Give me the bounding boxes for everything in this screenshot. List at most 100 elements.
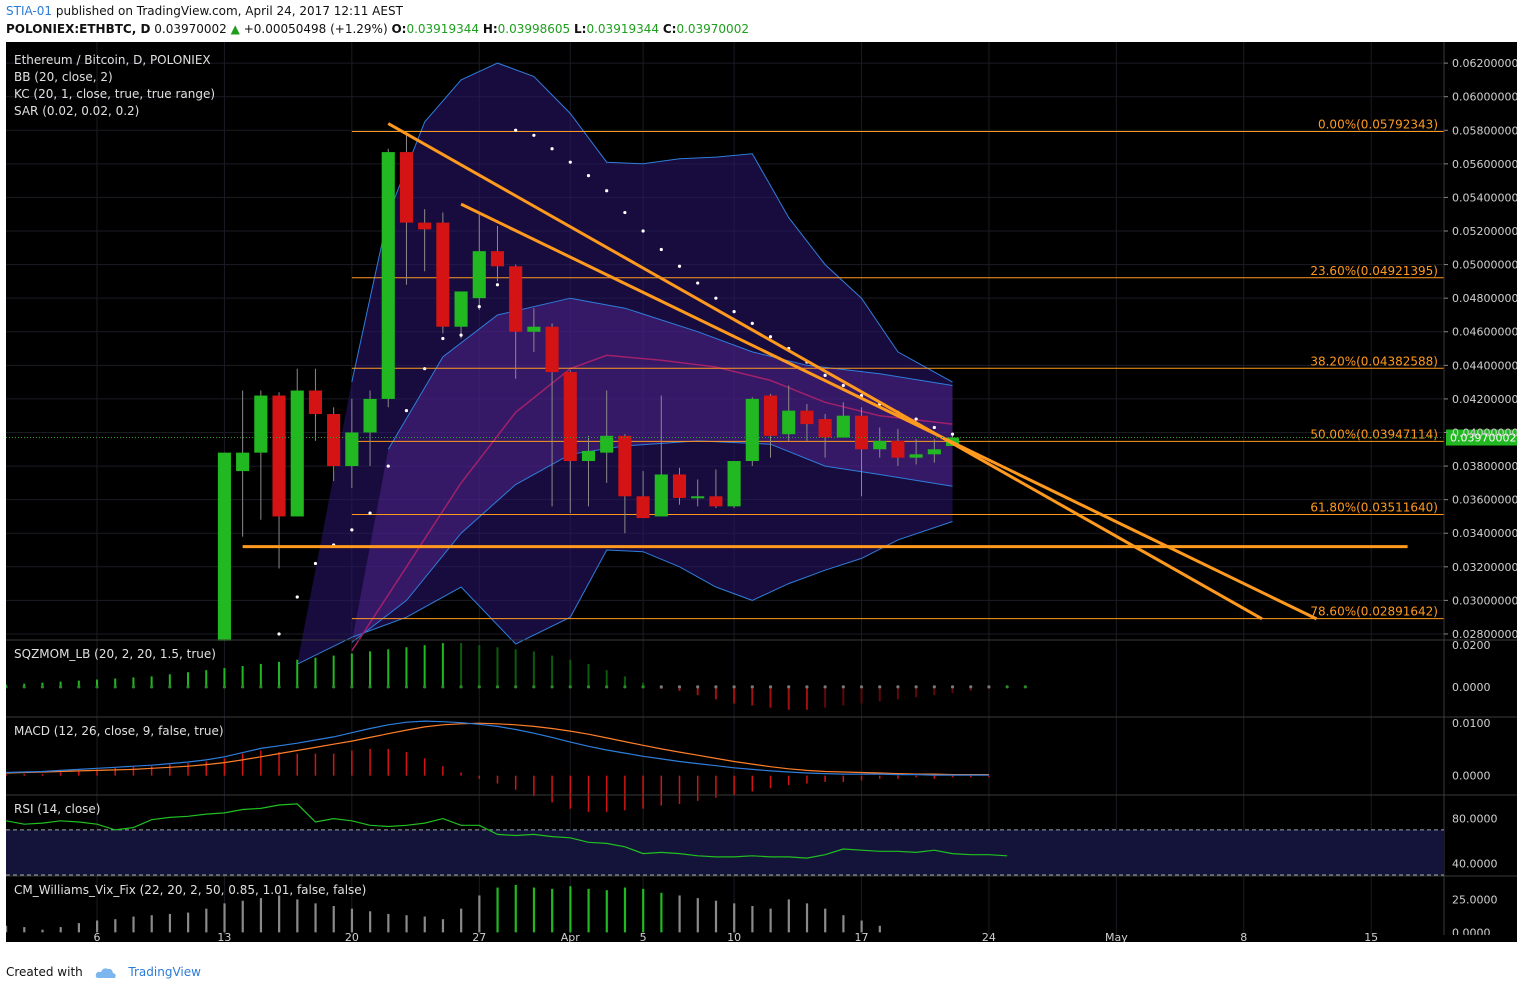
macd-histogram-bar bbox=[423, 758, 426, 776]
squeeze-dot bbox=[859, 685, 864, 689]
macd-histogram-bar bbox=[551, 775, 553, 803]
squeeze-dot bbox=[841, 685, 845, 689]
macd-histogram-bar bbox=[824, 775, 826, 782]
candle-body bbox=[254, 395, 268, 453]
vix-fix-bar bbox=[23, 927, 26, 933]
price-chart-svg[interactable]: 0.00%(0.05792343) 23.60%(0.04921395) 38.20… bbox=[6, 42, 1517, 942]
vix-fix-bar bbox=[387, 913, 390, 933]
pane-y-tick-label: 25.0000 bbox=[1452, 893, 1498, 906]
squeeze-dot bbox=[241, 685, 245, 689]
keltner-channel-fill bbox=[351, 298, 953, 643]
vix-fix-bar bbox=[350, 908, 354, 933]
sar-dot bbox=[313, 561, 318, 566]
trendline bbox=[460, 202, 1318, 621]
pane-title: CM_Williams_Vix_Fix (22, 20, 2, 50, 0.85… bbox=[14, 883, 366, 897]
vix-fix-bar bbox=[860, 920, 863, 933]
candle-body bbox=[782, 410, 796, 435]
y-tick-label: 0.04400000 bbox=[1452, 359, 1517, 372]
author-link[interactable]: STIA-01 bbox=[6, 4, 53, 18]
sqzmom-bar bbox=[350, 653, 353, 687]
y-tick-label: 0.04600000 bbox=[1452, 326, 1517, 339]
vix-fix-bar bbox=[605, 890, 608, 933]
vix-fix-bar bbox=[714, 900, 718, 933]
chart-area[interactable]: 0.00%(0.05792343) 23.60%(0.04921395) 38.20… bbox=[6, 42, 1517, 942]
candle-body bbox=[745, 398, 759, 462]
candle-body bbox=[854, 415, 869, 450]
squeeze-dot bbox=[878, 685, 882, 689]
squeeze-dot bbox=[459, 685, 463, 689]
vix-fix-bar bbox=[332, 906, 335, 933]
sar-dot bbox=[350, 528, 354, 532]
squeeze-dot bbox=[969, 685, 973, 689]
macd-histogram-bar bbox=[533, 775, 535, 797]
sqzmom-bar bbox=[714, 686, 717, 700]
squeeze-dot bbox=[77, 685, 81, 689]
squeeze-dot bbox=[787, 685, 791, 689]
high-value: 0.03998605 bbox=[497, 22, 571, 36]
vix-fix-bar bbox=[824, 908, 827, 933]
squeeze-dot bbox=[950, 685, 955, 689]
sar-dot bbox=[841, 383, 845, 388]
macd-histogram-bar bbox=[587, 775, 590, 812]
sqzmom-bar bbox=[478, 645, 481, 687]
vix-fix-bar bbox=[496, 887, 499, 933]
macd-histogram-bar bbox=[842, 775, 845, 782]
y-tick-label: 0.06000000 bbox=[1452, 91, 1517, 104]
vix-fix-bar bbox=[642, 888, 645, 933]
squeeze-dot bbox=[532, 685, 536, 689]
vix-fix-bar bbox=[441, 919, 445, 933]
sqzmom-bar bbox=[751, 686, 754, 706]
x-tick-label: 5 bbox=[640, 931, 647, 942]
macd-histogram-bar bbox=[23, 774, 25, 776]
created-with-label: Created with bbox=[6, 965, 83, 979]
squeeze-dot bbox=[332, 685, 336, 689]
sar-dot bbox=[423, 367, 427, 371]
squeeze-dot bbox=[204, 685, 208, 689]
x-tick-label: 10 bbox=[727, 931, 741, 942]
tradingview-link[interactable]: TradingView bbox=[128, 965, 201, 979]
squeeze-dot bbox=[914, 685, 918, 689]
pane-y-tick-label: 0.0100 bbox=[1452, 717, 1491, 730]
sqzmom-bar bbox=[623, 676, 626, 687]
sqzmom-bar bbox=[933, 686, 936, 696]
macd-histogram-bar bbox=[332, 753, 335, 776]
candle-body bbox=[818, 419, 832, 438]
sar-dot bbox=[532, 133, 536, 137]
vix-fix-bar bbox=[514, 884, 517, 933]
open-value: 0.03919344 bbox=[406, 22, 479, 36]
squeeze-dot bbox=[40, 685, 45, 689]
sar-dot bbox=[641, 229, 645, 233]
squeeze-dot bbox=[586, 685, 591, 689]
candle-body bbox=[563, 372, 577, 462]
candle-body bbox=[454, 291, 468, 327]
fib-level-label: 38.20%(0.04382588) bbox=[1310, 354, 1438, 368]
vix-fix-bar bbox=[259, 898, 263, 933]
candle-body bbox=[327, 414, 341, 467]
squeeze-dot bbox=[186, 685, 190, 689]
macd-histogram-bar bbox=[988, 775, 990, 778]
pane-y-tick-label: 80.0000 bbox=[1452, 813, 1498, 826]
candle-body bbox=[472, 251, 486, 299]
y-tick-label: 0.03000000 bbox=[1452, 594, 1517, 607]
sqzmom-bar bbox=[951, 686, 954, 694]
squeeze-dot bbox=[987, 685, 991, 689]
sqzmom-bar bbox=[605, 670, 608, 687]
vix-fix-bar bbox=[460, 908, 463, 933]
macd-histogram-bar bbox=[387, 748, 390, 776]
macd-line bbox=[6, 720, 989, 776]
macd-histogram-bar bbox=[260, 750, 262, 776]
vix-fix-bar bbox=[696, 898, 699, 933]
candle-body bbox=[709, 496, 723, 507]
sar-dot bbox=[368, 511, 372, 515]
fib-level-label: 61.80%(0.03511640) bbox=[1310, 500, 1438, 514]
x-tick-label: May bbox=[1105, 931, 1128, 942]
vix-fix-bar bbox=[168, 913, 172, 933]
sar-dot bbox=[295, 595, 299, 599]
macd-histogram-bar bbox=[278, 752, 280, 776]
squeeze-dot bbox=[259, 685, 263, 689]
squeeze-dot bbox=[714, 685, 718, 689]
squeeze-dot bbox=[368, 685, 372, 689]
macd-histogram-bar bbox=[496, 775, 499, 784]
candle-body bbox=[581, 450, 596, 462]
sar-dot bbox=[932, 425, 936, 430]
